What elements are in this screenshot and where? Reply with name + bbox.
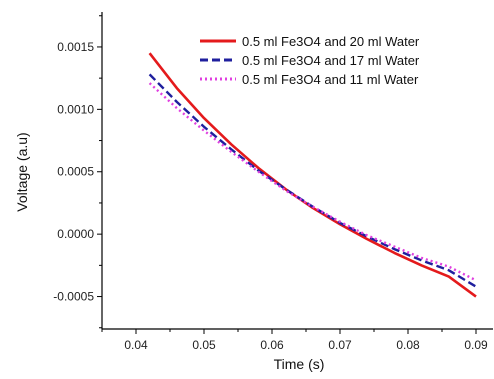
y-tick-label: 0.0005 (57, 165, 94, 179)
y-tick-label: 0.0015 (57, 40, 94, 54)
x-tick-label: 0.05 (192, 338, 216, 352)
x-axis: 0.04 0.05 0.06 0.07 0.08 0.09 (101, 329, 488, 352)
legend: 0.5 ml Fe3O4 and 20 ml Water 0.5 ml Fe3O4… (200, 34, 420, 87)
plot-frame (101, 12, 493, 330)
x-tick-label: 0.07 (328, 338, 352, 352)
x-tick-label: 0.06 (260, 338, 284, 352)
series-layer (148, 52, 477, 298)
series-line-2 (148, 73, 477, 288)
x-axis-title: Time (s) (274, 356, 325, 372)
y-tick-label: -0.0005 (53, 290, 94, 304)
legend-label-3: 0.5 ml Fe3O4 and 11 ml Water (242, 72, 419, 87)
y-tick-label: 0.0000 (57, 227, 94, 241)
x-tick-label: 0.08 (396, 338, 420, 352)
x-tick-label: 0.09 (464, 338, 488, 352)
legend-label-1: 0.5 ml Fe3O4 and 20 ml Water (242, 34, 420, 49)
y-axis: -0.0005 0.0000 0.0005 0.0010 0.0015 (53, 15, 102, 329)
legend-label-2: 0.5 ml Fe3O4 and 17 ml Water (242, 53, 420, 68)
series-line-3 (148, 82, 477, 282)
y-axis-title: Voltage (a.u) (14, 132, 30, 211)
y-tick-label: 0.0010 (57, 102, 94, 116)
x-tick-label: 0.04 (124, 338, 148, 352)
